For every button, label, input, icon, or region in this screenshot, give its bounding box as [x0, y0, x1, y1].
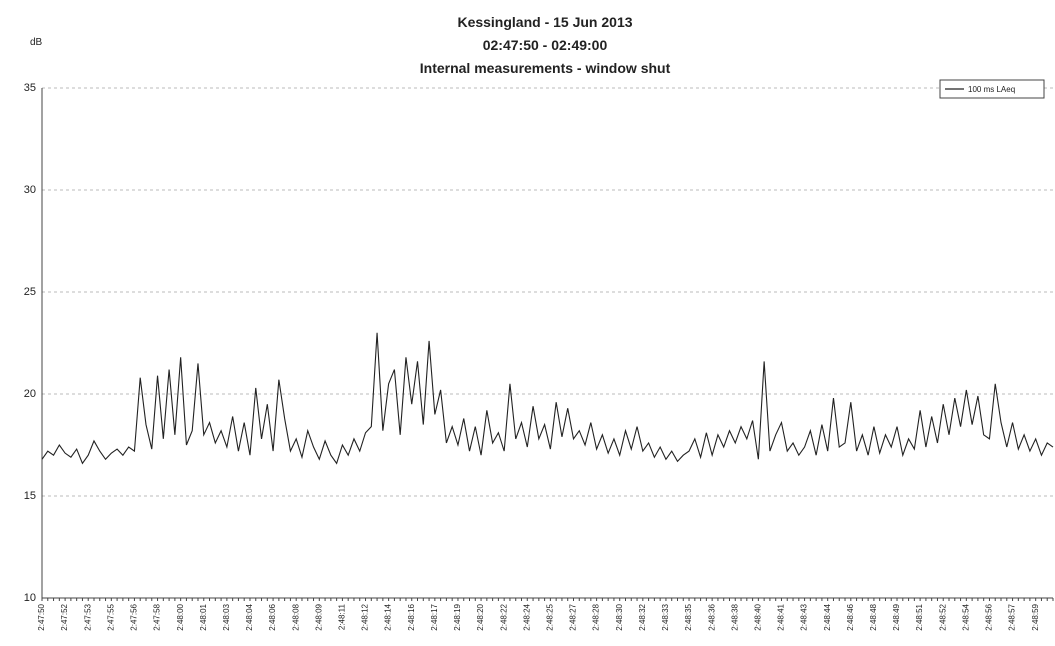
x-tick-label: 2:48:16: [407, 603, 416, 630]
x-tick-label: 2:48:24: [522, 603, 531, 630]
data-line: [41, 332, 1054, 465]
x-tick-label: 2:48:59: [1031, 603, 1040, 630]
x-tick-label: 2:48:33: [661, 603, 670, 630]
y-tick-label: 10: [24, 592, 36, 604]
x-tick-label: 2:48:46: [846, 603, 855, 630]
y-tick-label: 35: [24, 82, 36, 94]
x-tick-label: 2:48:09: [314, 603, 323, 630]
legend-label: 100 ms LAeq: [968, 85, 1015, 94]
x-tick-label: 2:48:35: [684, 603, 693, 630]
x-tick-label: 2:48:28: [592, 603, 601, 630]
x-tick-label: 2:48:38: [730, 603, 739, 630]
x-tick-label: 2:48:43: [800, 603, 809, 630]
chart-title: Kessingland - 15 Jun 2013: [457, 14, 632, 30]
x-tick-label: 2:48:30: [615, 603, 624, 630]
x-tick-label: 2:48:19: [453, 603, 462, 630]
x-tick-label: 2:47:56: [130, 603, 139, 630]
x-tick-label: 2:48:56: [985, 603, 994, 630]
x-tick-label: 2:47:50: [37, 603, 46, 630]
x-tick-label: 2:47:55: [106, 603, 115, 630]
x-tick-label: 2:48:54: [961, 603, 970, 630]
x-tick-label: 2:48:57: [1008, 603, 1017, 630]
y-tick-label: 15: [24, 490, 36, 502]
x-tick-label: 2:48:03: [222, 603, 231, 630]
x-tick-label: 2:47:53: [83, 603, 92, 630]
x-tick-label: 2:48:06: [268, 603, 277, 630]
x-tick-label: 2:48:27: [569, 603, 578, 630]
x-tick-label: 2:48:48: [869, 603, 878, 630]
x-tick-label: 2:48:36: [707, 603, 716, 630]
x-tick-label: 2:47:58: [153, 603, 162, 630]
x-tick-label: 2:48:11: [338, 603, 347, 630]
chart-subtitle: Internal measurements - window shut: [420, 60, 671, 76]
x-tick-label: 2:48:01: [199, 603, 208, 630]
legend-box: [939, 79, 1045, 99]
chart-subtitle: 02:47:50 - 02:49:00: [483, 37, 608, 53]
y-tick-label: 20: [24, 388, 36, 400]
x-tick-label: 2:48:44: [823, 603, 832, 630]
x-tick-label: 2:48:17: [430, 603, 439, 630]
x-tick-label: 2:48:22: [499, 603, 508, 630]
y-axis-label: dB: [30, 37, 43, 48]
x-tick-label: 2:48:12: [361, 603, 370, 630]
x-tick-label: 2:47:52: [60, 603, 69, 630]
x-tick-label: 2:48:49: [892, 603, 901, 630]
x-tick-label: 2:48:32: [638, 603, 647, 630]
x-tick-label: 2:48:41: [777, 603, 786, 630]
y-tick-label: 25: [24, 286, 36, 298]
x-tick-label: 2:48:52: [938, 603, 947, 630]
x-tick-label: 2:48:40: [753, 603, 762, 630]
x-tick-label: 2:48:00: [176, 603, 185, 630]
x-tick-label: 2:48:14: [384, 603, 393, 630]
y-tick-label: 30: [24, 184, 36, 196]
x-tick-label: 2:48:04: [245, 603, 254, 630]
x-tick-label: 2:48:51: [915, 603, 924, 630]
x-tick-label: 2:48:08: [291, 603, 300, 630]
x-tick-label: 2:48:20: [476, 603, 485, 630]
x-tick-label: 2:48:25: [545, 603, 554, 630]
